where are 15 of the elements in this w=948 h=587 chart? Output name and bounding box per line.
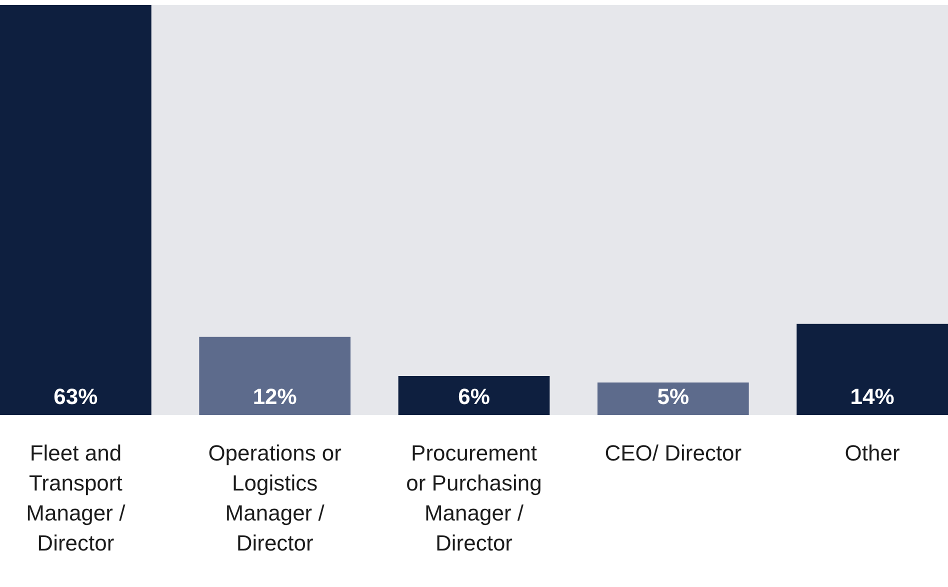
x-tick-label: Other (844, 440, 900, 466)
bar (0, 5, 152, 415)
data-label: 14% (850, 384, 894, 409)
x-tick-label: Procurement or Purchasing Manager / Director (406, 440, 542, 556)
data-label: 12% (252, 384, 297, 409)
bar (398, 376, 550, 415)
data-label: 63% (54, 384, 98, 409)
data-label: 6% (458, 384, 490, 409)
bar (597, 382, 749, 415)
x-tick-label: CEO/ Director (604, 440, 742, 466)
bar (796, 324, 948, 415)
data-label: 5% (657, 384, 690, 409)
x-tick-label: Operations or Logistics Manager / Director (208, 440, 342, 556)
bar (199, 336, 351, 415)
x-tick-label: Fleet and Transport Manager / Director (26, 440, 126, 556)
